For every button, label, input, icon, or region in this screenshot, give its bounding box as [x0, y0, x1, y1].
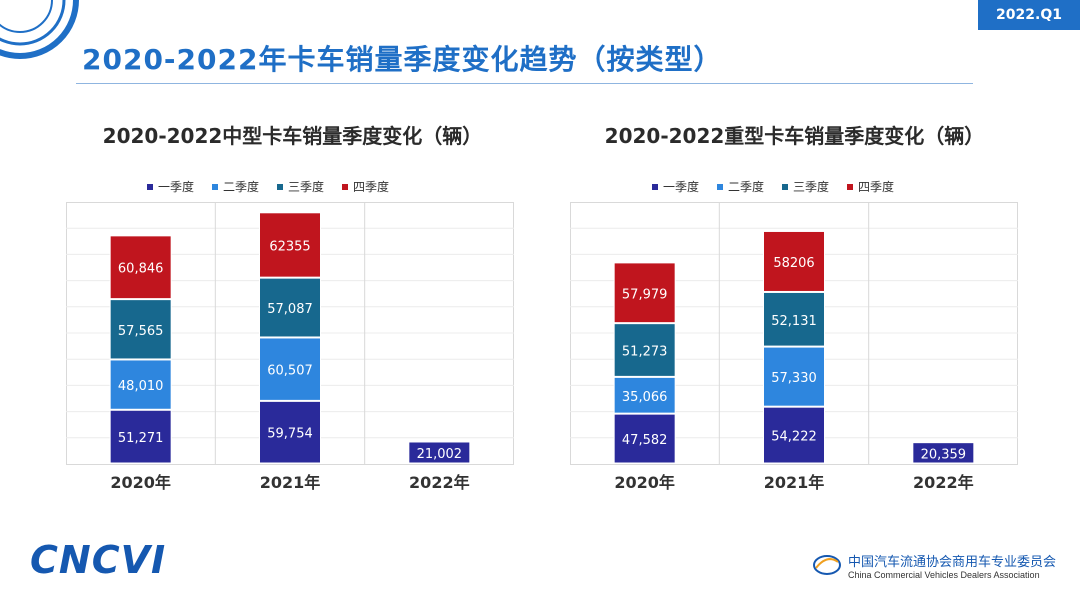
legend-label: 二季度	[728, 180, 765, 194]
bar-segment	[613, 323, 676, 377]
data-label: 35,066	[622, 390, 668, 405]
data-label: 47,582	[622, 433, 668, 448]
bar-segment	[613, 262, 676, 324]
corner-decoration	[0, 0, 79, 59]
data-label: 52,131	[771, 314, 817, 329]
legend-item-q4: 四季度	[342, 178, 389, 195]
category-label: 2021年	[260, 473, 321, 492]
data-label: 57,330	[771, 371, 817, 386]
bar-segment	[109, 409, 172, 464]
bar-segment	[613, 413, 676, 464]
association-logo: 中国汽车流通协会商用车专业委员会 China Commercial Vehicl…	[812, 550, 1056, 580]
data-label: 57,979	[622, 287, 668, 302]
legend-label: 四季度	[353, 180, 390, 194]
legend-label: 三季度	[793, 180, 830, 194]
page-title: 2020-2022年卡车销量季度变化趋势（按类型）	[82, 43, 723, 76]
category-label: 2022年	[913, 473, 974, 492]
legend-swatch-q2	[717, 183, 724, 190]
legend-swatch-q1	[652, 183, 658, 190]
legend-heavy: 一季度 二季度 三季度 四季度	[652, 178, 894, 195]
association-name-en: China Commercial Vehicles Dealers Associ…	[847, 569, 1040, 580]
legend-swatch-q1	[147, 183, 153, 190]
data-label: 60,846	[118, 262, 163, 277]
legend-swatch-q2	[212, 183, 219, 190]
legend-item-q3: 三季度	[782, 178, 829, 195]
legend-medium: 一季度 二季度 三季度 四季度	[147, 178, 389, 195]
bar-segment	[109, 235, 172, 300]
legend-swatch-q3	[277, 183, 284, 190]
data-label: 48,010	[118, 379, 163, 394]
legend-swatch-q4	[847, 183, 854, 190]
bar-segment	[763, 346, 825, 407]
data-label: 59,754	[267, 427, 313, 442]
legend-item-q2: 二季度	[717, 178, 764, 195]
bar-segment	[109, 359, 172, 410]
bar-segment	[259, 277, 321, 338]
data-label: 58206	[773, 256, 814, 271]
bar-segment	[763, 230, 825, 292]
legend-item-q3: 三季度	[277, 178, 324, 195]
legend-item-q1: 一季度	[147, 178, 194, 195]
category-label: 2022年	[409, 473, 470, 492]
data-label: 60,507	[267, 364, 313, 379]
bar-segment	[259, 212, 321, 278]
bar-segment	[109, 299, 172, 360]
data-label: 54,222	[771, 430, 817, 445]
bar-segment	[259, 400, 321, 464]
title-divider	[76, 83, 973, 84]
data-label: 51,273	[622, 345, 668, 360]
legend-label: 一季度	[663, 180, 700, 194]
chart-title-medium: 2020-2022中型卡车销量季度变化（辆）	[102, 124, 483, 148]
data-label: 62355	[269, 239, 310, 254]
legend-label: 四季度	[858, 180, 895, 194]
chart-title-heavy: 2020-2022重型卡车销量季度变化（辆）	[604, 124, 985, 148]
data-label: 51,271	[118, 431, 163, 446]
bar-segment	[912, 442, 975, 464]
bar-segment	[408, 441, 471, 464]
data-label: 20,359	[921, 447, 967, 462]
data-label: 57,565	[118, 324, 163, 339]
legend-item-q1: 一季度	[652, 178, 699, 195]
legend-label: 一季度	[158, 180, 195, 194]
data-label: 57,087	[267, 302, 313, 317]
legend-label: 二季度	[223, 180, 260, 194]
legend-swatch-q4	[342, 183, 349, 190]
cncvi-logo-text: CNCVI	[30, 538, 167, 582]
bar-segment	[763, 406, 825, 464]
data-label: 21,002	[417, 447, 463, 462]
category-label: 2020年	[110, 473, 171, 492]
cncvi-logo: CNCVI	[30, 538, 166, 582]
bar-segment	[763, 291, 825, 347]
association-emblem-icon	[812, 555, 841, 575]
legend-item-q4: 四季度	[847, 178, 894, 195]
legend-item-q2: 二季度	[212, 178, 259, 195]
category-label: 2021年	[764, 473, 825, 492]
association-name-cn: 中国汽车流通协会商用车专业委员会	[847, 554, 1056, 570]
period-badge: 2022.Q1	[978, 0, 1080, 30]
legend-label: 三季度	[288, 180, 325, 194]
category-label: 2020年	[614, 473, 675, 492]
medium-truck-chart: 51,271 48,010 57,565 60,846 2020年 59,754 60,50…	[66, 202, 514, 492]
bar-segment	[259, 337, 321, 401]
heavy-truck-chart: 47,582 35,066 51,273 57,979 2020年 54,222 57,33…	[570, 202, 1018, 492]
legend-swatch-q3	[782, 183, 789, 190]
bar-segment	[613, 376, 676, 414]
